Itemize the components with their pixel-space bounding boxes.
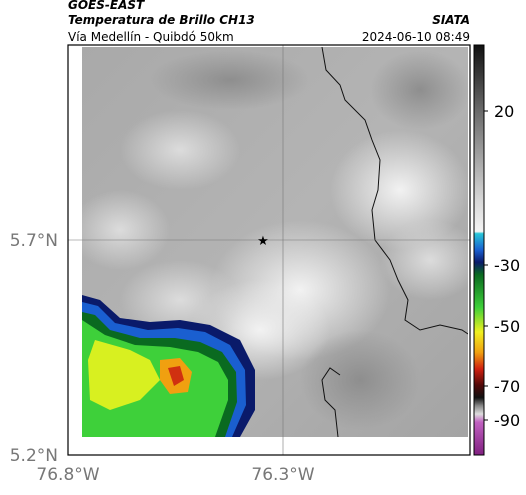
lon-label: 76.3°W [251, 465, 314, 485]
colorbar-tick-label: -50 [494, 317, 520, 336]
colorbar-tick-label: 20 [494, 102, 514, 121]
location-marker: ★ [257, 234, 269, 249]
colorbar [473, 44, 485, 456]
lat-label: 5.7°N [10, 231, 58, 251]
datetime: 2024-06-10 08:49 [362, 30, 470, 44]
region: Vía Medellín - Quibdó 50km [68, 30, 234, 44]
colorbar-tick-label: -30 [494, 256, 520, 275]
satellite: GOES-EAST [68, 0, 145, 12]
product: Temperatura de Brillo CH13 [68, 13, 255, 27]
map-frame [67, 44, 471, 456]
colorbar-tick-label: -70 [494, 377, 520, 396]
lon-label: 76.8°W [36, 465, 99, 485]
agency: SIATA [432, 13, 470, 27]
lat-label: 5.2°N [10, 446, 58, 466]
satellite-image [82, 47, 468, 437]
colorbar-tick-label: -90 [494, 411, 520, 430]
